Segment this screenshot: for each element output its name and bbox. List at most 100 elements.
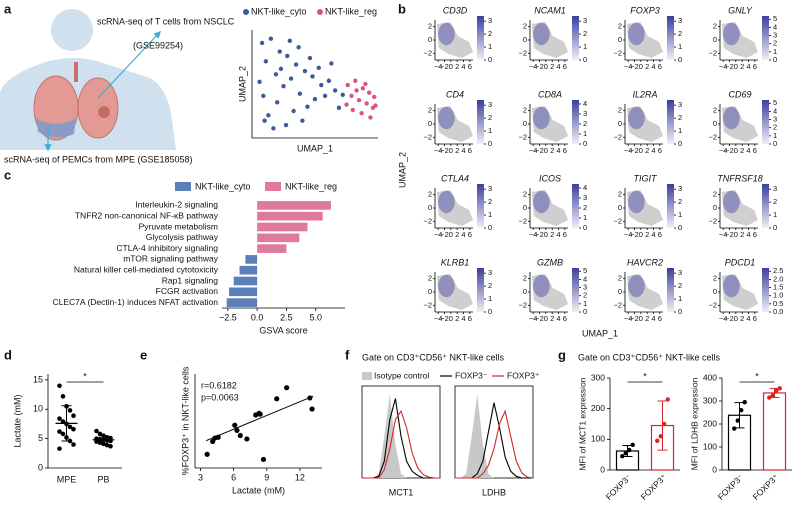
x-tick-label: 4 [651, 62, 655, 71]
point [60, 431, 66, 437]
x-tick-label: −4 [434, 230, 443, 239]
tumor [98, 106, 110, 118]
y-tick-label: 0 [428, 287, 432, 296]
y-tick-label: 0 [618, 35, 622, 44]
y-tick-label: 300 [703, 395, 717, 405]
point [204, 451, 210, 457]
x-tick-label: −4 [624, 146, 633, 155]
x-tick-label: 6 [753, 230, 757, 239]
point [57, 416, 62, 421]
x-tick-label: 4 [461, 230, 465, 239]
y-axis-label: %FOXP3⁺ in NKT-like cells [180, 366, 190, 475]
annotation: p=0.0063 [201, 392, 239, 402]
point [234, 427, 240, 433]
point [260, 456, 267, 463]
point [372, 94, 377, 100]
gene-title: TIGIT [634, 173, 658, 183]
x-tick-label: MPE [57, 474, 77, 484]
y-tick-label: 2 [523, 190, 527, 199]
colorbar [667, 268, 674, 312]
colorbar-label: 2 [773, 39, 777, 48]
y-axis-label: UMAP_2 [237, 66, 247, 102]
x-tick-label: 4 [746, 314, 750, 323]
y-tick-label: 2 [618, 274, 622, 283]
colorbar-label: 1 [583, 213, 587, 222]
point [354, 88, 359, 93]
x-tick-label: 6 [231, 472, 236, 482]
panel-label: d [4, 347, 12, 362]
colorbar-label: 3 [583, 109, 587, 118]
legend-swatch [362, 372, 372, 380]
point [774, 388, 779, 393]
gene-title: CTLA4 [441, 173, 469, 183]
colorbar-label: 3 [583, 16, 587, 25]
x-tick-label: 12 [295, 472, 305, 482]
colorbar-label: 0.5 [773, 299, 783, 308]
colorbar-label: 5 [773, 14, 777, 23]
x-tick-label: 0 [734, 230, 738, 239]
chart-title: Gate on CD3⁺CD56⁺ NKT-like cells [578, 352, 721, 362]
x-tick-label: 6 [753, 62, 757, 71]
point [316, 65, 321, 71]
x-tick-label: 0 [734, 314, 738, 323]
colorbar-label: 0.0 [773, 307, 783, 316]
point [108, 443, 113, 449]
bar [239, 265, 258, 275]
colorbar [762, 16, 769, 60]
point [665, 397, 670, 402]
plot-frame [361, 385, 441, 479]
x-tick-label: 3 [198, 472, 203, 482]
x-tick-label: −2 [535, 230, 544, 239]
bar [229, 287, 258, 297]
colorbar-label: 2 [773, 197, 777, 206]
category-label: CLEC7A (Dectin-1) induces NFAT activatio… [52, 297, 218, 307]
point [350, 107, 355, 113]
x-tick-label: 2 [740, 230, 744, 239]
point [257, 79, 262, 85]
gene-title: CD4 [446, 89, 464, 99]
gene-title: ICOS [539, 173, 561, 183]
legend-marker [317, 9, 323, 15]
colorbar-label: 1 [583, 299, 587, 308]
colorbar-label: 0 [488, 223, 492, 232]
point [67, 408, 73, 413]
legend-swatch [265, 182, 281, 191]
y-tick-label: 2 [428, 190, 432, 199]
lung [77, 77, 119, 139]
gene-title: TNFRSF18 [717, 173, 763, 183]
x-tick-label: 6 [468, 62, 472, 71]
point [770, 393, 775, 398]
expression-area [438, 106, 455, 130]
expression-area [628, 22, 645, 46]
x-tick-label: 2 [740, 62, 744, 71]
x-tick-label: −2 [535, 146, 544, 155]
x-tick-label: 6 [658, 62, 662, 71]
colorbar-label: 0 [488, 307, 492, 316]
density-line [362, 398, 440, 479]
point [345, 82, 350, 88]
x-tick-label: 2 [645, 62, 649, 71]
bar [226, 298, 258, 307]
x-tick-label: 0 [449, 314, 453, 323]
category-label: TNFR2 non-canonical NF-κB pathway [75, 210, 219, 220]
x-tick-label: −2 [725, 62, 734, 71]
point [268, 36, 274, 41]
point [244, 436, 250, 442]
y-tick-label: −2 [518, 216, 527, 225]
x-tick-label: −2 [440, 146, 449, 155]
colorbar-label: 2 [488, 29, 492, 38]
gene-title: CD8A [538, 89, 562, 99]
x-tick-label: 4 [746, 146, 750, 155]
colorbar-label: 2 [583, 203, 587, 212]
y-tick-label: 100 [591, 434, 605, 444]
colorbar-label: 2.5 [773, 266, 783, 275]
point [732, 426, 737, 431]
panel-label: c [4, 167, 11, 182]
category-label: Pyruvate metabolism [139, 221, 218, 231]
expression-area [438, 22, 455, 46]
y-tick-label: −2 [708, 216, 717, 225]
body-illustration [0, 9, 176, 152]
legend-label: NKT-like_cyto [251, 6, 307, 16]
plot-frame [454, 385, 534, 479]
colorbar-label: 4 [583, 99, 587, 108]
